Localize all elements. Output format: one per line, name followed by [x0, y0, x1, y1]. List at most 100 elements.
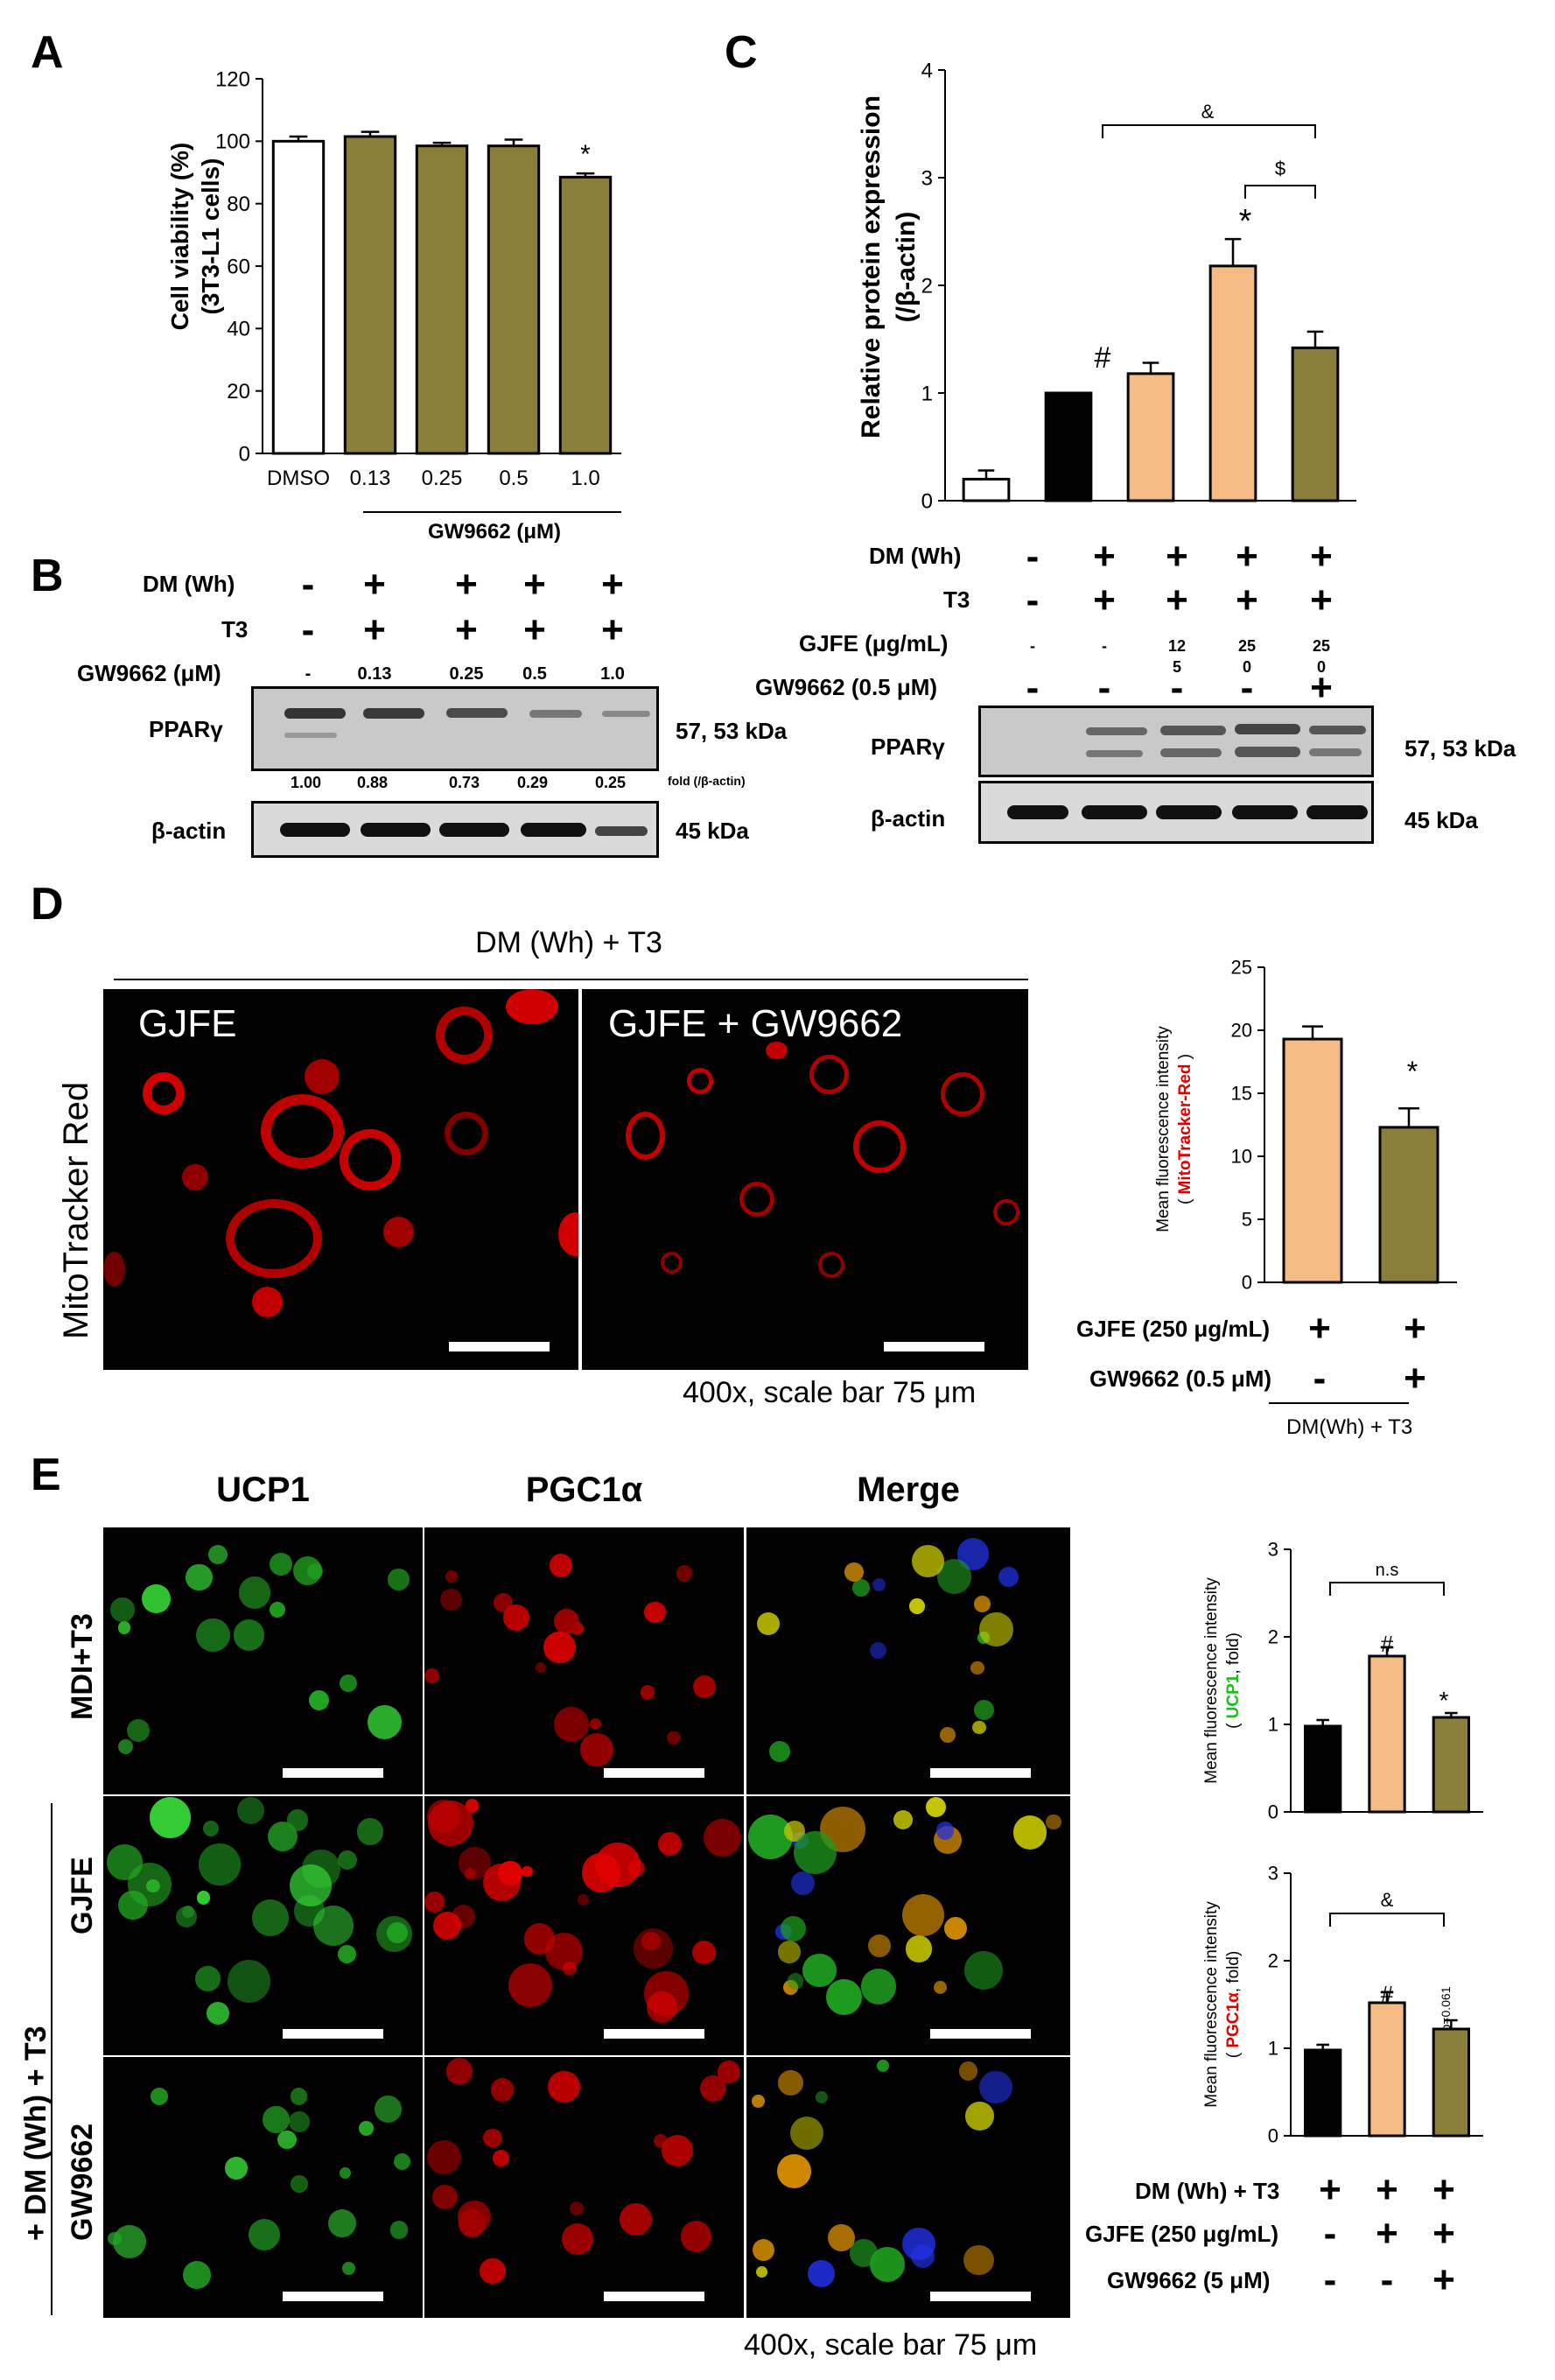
y-tick-label: 3	[1268, 1863, 1278, 1885]
b-t3-sign: +	[601, 608, 624, 651]
y-tick-label: 1	[921, 382, 933, 405]
y-tick-label: 80	[227, 193, 250, 216]
b-ppar-label: PPARγ	[149, 716, 223, 742]
b-dm-sign: +	[363, 563, 386, 606]
chart-e2-ylabel-2: ( PGC1α, fold)	[1224, 1951, 1243, 2059]
y-tick-label: 1	[1268, 1714, 1278, 1736]
c-gjfe-value: 25	[1312, 637, 1331, 655]
y-tick-label: 0	[1242, 1272, 1252, 1294]
e-col-merge: Merge	[857, 1471, 960, 1509]
c-t3-sign: +	[1166, 579, 1188, 621]
e-row-gw: GW9662	[66, 2123, 99, 2241]
d-group-line	[1269, 1402, 1409, 1404]
e2-hash: #	[1381, 1981, 1394, 2007]
c-gw-sign: +	[1310, 666, 1333, 709]
bar	[1304, 1724, 1342, 1814]
e-image-gjfe-pgc1a	[424, 1796, 744, 2055]
e-scale-bar	[604, 2292, 704, 2301]
y-tick-label: 2	[921, 274, 933, 298]
e-image-gw-merge	[746, 2057, 1070, 2318]
x-tick-label: 0.5	[499, 467, 528, 490]
y-tick-label: 4	[921, 59, 933, 82]
e2-amp: &	[1381, 1889, 1394, 1911]
c-t3-sign: +	[1093, 579, 1116, 621]
b-gw-value: -	[305, 664, 312, 684]
d-gjfe-sign: +	[1404, 1307, 1426, 1350]
panel-label-c: C	[725, 27, 758, 78]
b-ppar-kda: 57, 53 kDa	[676, 718, 788, 744]
chart-e2-ylabel-1: Mean fluorescence intensity	[1202, 1901, 1221, 2108]
y-tick-label: 25	[1231, 957, 1252, 979]
y-tick-label: 20	[227, 380, 250, 404]
c-bracket-dollar	[1244, 185, 1316, 199]
c-dollar: $	[1275, 158, 1285, 179]
e-caption: 400x, scale bar 75 μm	[744, 2328, 1038, 2362]
chart-a-ylabel-2: (3T3-L1 cells)	[197, 158, 224, 315]
bar	[1126, 372, 1175, 502]
b-dm-label: DM (Wh)	[143, 571, 235, 597]
b-t3-sign: +	[455, 608, 478, 651]
e-dm-sign: +	[1376, 2168, 1398, 2211]
e-gw-sign: +	[1432, 2258, 1455, 2301]
y-tick-label: 120	[215, 67, 250, 91]
bar	[1378, 1126, 1439, 1284]
e-gw-label: GW9662 (5 μM)	[1107, 2267, 1271, 2293]
e-dm-sign: +	[1432, 2168, 1455, 2211]
c-bracket-amp	[1102, 124, 1316, 138]
y-tick-label: 0	[239, 442, 250, 466]
b-fold-value: 0.29	[517, 774, 549, 791]
chart-d-ylabel-2: ( MitoTracker-Red )	[1176, 1054, 1194, 1204]
d-header: DM (Wh) + T3	[475, 926, 662, 959]
c-t3-sign: +	[1236, 579, 1258, 621]
c-gw-sign: -	[1097, 666, 1111, 709]
e-scale-bar	[604, 2029, 704, 2039]
b-dm-sign: -	[301, 563, 315, 606]
y-tick-label: 0	[1268, 2125, 1278, 2147]
b-ppar-blot	[251, 686, 659, 771]
x-tick-label: 0.13	[350, 467, 391, 490]
y-tick-label: 100	[215, 130, 250, 154]
bar	[1432, 1716, 1470, 1814]
panel-label-e: E	[31, 1450, 61, 1500]
d-image-gjfe-gw: GJFE + GW9662	[582, 989, 1028, 1370]
b-actin-blot	[251, 801, 659, 858]
chart-a: 0 20 40 60 80 100 120 DMSO 0.13 0.25 0.5 1.0 * Cell …	[166, 67, 621, 543]
c-t3-sign: -	[1026, 579, 1040, 621]
d-gw-label: GW9662 (0.5 μM)	[1089, 1366, 1272, 1392]
y-tick-label: 1	[1268, 2038, 1278, 2060]
e-scale-bar	[930, 1768, 1031, 1778]
c-gjfe-value: -	[1102, 637, 1107, 655]
e-row-group: + DM (Wh) + T3	[19, 2025, 53, 2241]
c-dm-sign: +	[1166, 535, 1188, 578]
b-fold-value: 1.00	[291, 774, 322, 791]
bar	[1282, 1037, 1343, 1284]
bar	[558, 175, 613, 455]
y-tick-label: 20	[1231, 1020, 1252, 1042]
e-row-group-line	[51, 1803, 53, 2315]
e-image-gjfe-merge	[746, 1796, 1070, 2055]
c-gw-label: GW9662 (0.5 μM)	[755, 674, 938, 700]
b-dm-sign: +	[523, 563, 546, 606]
e-row-mdi: MDI+T3	[66, 1613, 99, 1720]
c-actin-label: β-actin	[871, 805, 946, 832]
e-scale-bar	[283, 2029, 383, 2039]
b-fold-note: fold (/β-actin)	[668, 774, 746, 788]
e1-hash: #	[1381, 1631, 1394, 1657]
c-gjfe-value2: 5	[1172, 658, 1181, 676]
c-gjfe-value: 25	[1237, 637, 1257, 655]
b-fold-value: 0.25	[595, 774, 627, 791]
c-ppar-blot	[978, 706, 1374, 777]
d-gjfe-sign: +	[1308, 1307, 1331, 1350]
b-gw-label: GW9662 (μM)	[77, 660, 221, 686]
c-gw-sign: -	[1170, 666, 1184, 709]
x-tick-label: 0.25	[422, 467, 463, 490]
b-dm-sign: +	[455, 563, 478, 606]
d-caption: 400x, scale bar 75 μm	[683, 1376, 977, 1409]
e-image-mdi-pgc1a	[424, 1527, 744, 1794]
e-gjfe-label: GJFE (250 μg/mL)	[1085, 2221, 1279, 2247]
d-gjfe-label: GJFE (250 μg/mL)	[1076, 1316, 1271, 1342]
panel-label-d: D	[31, 879, 64, 930]
bar	[1044, 391, 1093, 502]
y-tick-label: 5	[1242, 1209, 1252, 1231]
c-actin-blot	[978, 781, 1374, 844]
